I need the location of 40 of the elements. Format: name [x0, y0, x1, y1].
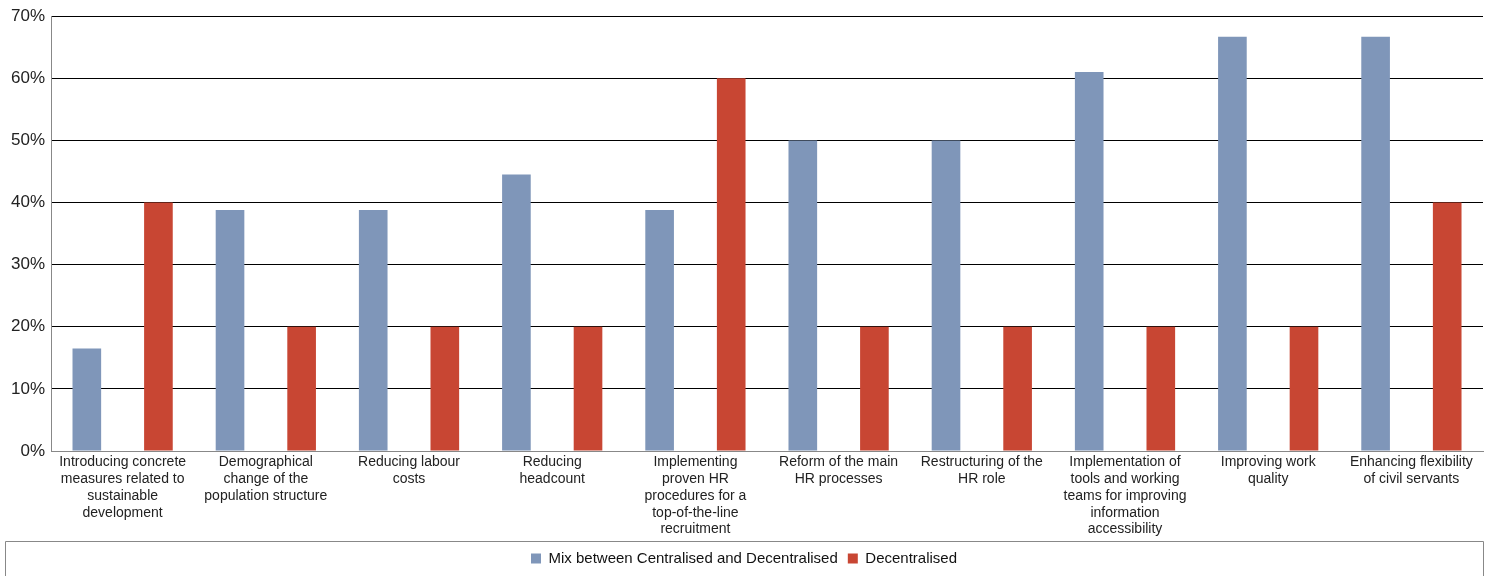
bar [358, 210, 388, 451]
legend-label: Decentralised [865, 548, 958, 566]
x-tick-label: Enhancing flexibility of civil servants [1349, 453, 1473, 487]
bar [1432, 202, 1462, 451]
bar [215, 210, 245, 451]
bar [716, 78, 746, 451]
x-tick-label: Introducing concrete measures related to sustainable development [59, 453, 187, 520]
bar [72, 348, 102, 451]
bar [144, 202, 173, 451]
bar [931, 140, 961, 451]
y-tick-label: 10% [10, 378, 46, 398]
bar [1218, 36, 1247, 451]
bar [573, 326, 603, 451]
bar [430, 326, 460, 451]
x-tick-label: Restructuring of the HR role [920, 453, 1044, 487]
bar [860, 326, 889, 451]
y-tick-label: 30% [10, 254, 46, 274]
x-tick-label: Implementing proven HR procedures for a top-of-the-line recruitment [644, 453, 747, 537]
bar [645, 210, 674, 451]
legend-label: Mix between Centralised and Decentralised [548, 548, 838, 566]
x-tick-label: Implementation of tools and working teams for improving information accessibility [1063, 453, 1187, 537]
y-tick-label: 60% [10, 68, 46, 87]
y-tick-label: 20% [10, 316, 46, 336]
y-tick-label: 0% [20, 440, 46, 460]
y-tick-label: 40% [10, 192, 46, 212]
bar [1146, 326, 1176, 451]
bar [502, 174, 531, 451]
x-tick-label: Demographical change of the population structure [204, 453, 328, 503]
bar [1289, 326, 1319, 451]
x-tick-label: Reducing headcount [519, 453, 586, 487]
x-tick-label: Improving work quality [1220, 453, 1317, 487]
bar [287, 326, 316, 451]
bar [1074, 72, 1104, 451]
bar [788, 140, 818, 451]
bar [1361, 36, 1390, 451]
bar [1003, 326, 1032, 451]
y-tick-label: 70% [10, 5, 46, 25]
x-tick-label: Reducing labour costs [358, 453, 461, 487]
x-tick-label: Reform of the main HR processes [779, 453, 899, 487]
y-tick-label: 50% [10, 130, 46, 150]
